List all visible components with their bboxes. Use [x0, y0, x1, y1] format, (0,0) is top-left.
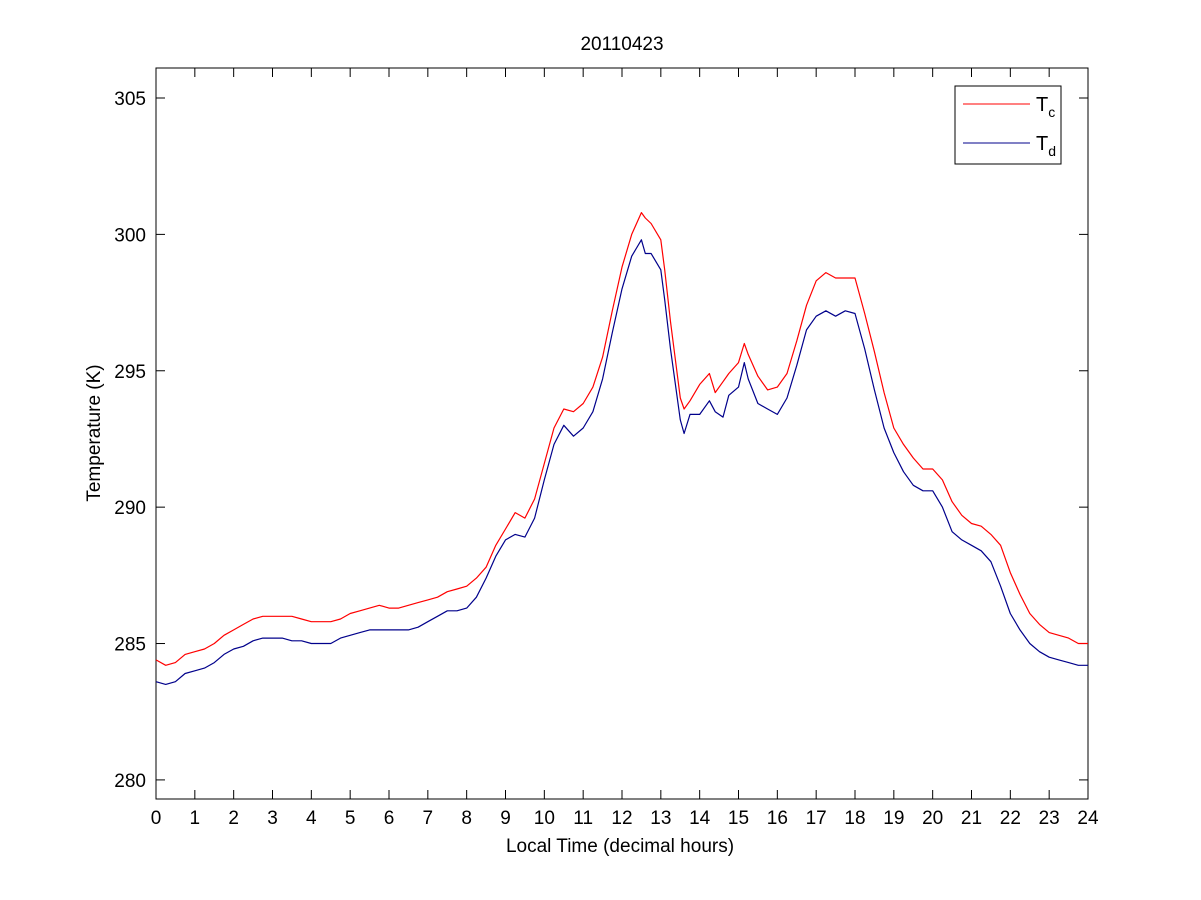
x-tick-label-12: 12: [611, 808, 632, 829]
legend-box: [954, 85, 1062, 165]
x-tick-label-5: 5: [345, 808, 356, 829]
x-tick-label-9: 9: [500, 808, 511, 829]
x-tick-label-0: 0: [151, 808, 162, 829]
x-tick-label-1: 1: [190, 808, 201, 829]
x-tick-label-6: 6: [384, 808, 395, 829]
chart-title: 20110423: [580, 34, 663, 55]
x-tick-label-15: 15: [728, 808, 749, 829]
x-tick-label-10: 10: [534, 808, 555, 829]
x-tick-label-7: 7: [423, 808, 434, 829]
y-tick-label-5: 305: [114, 89, 146, 110]
x-tick-label-3: 3: [267, 808, 278, 829]
y-tick-label-1: 285: [114, 635, 146, 656]
x-tick-label-4: 4: [306, 808, 317, 829]
x-tick-label-17: 17: [806, 808, 827, 829]
plot-area: [155, 67, 1089, 800]
x-tick-label-24: 24: [1077, 808, 1099, 829]
x-tick-label-23: 23: [1039, 808, 1060, 829]
y-tick-label-4: 300: [114, 225, 146, 246]
x-tick-label-18: 18: [844, 808, 865, 829]
y-tick-label-3: 295: [114, 362, 146, 383]
x-tick-label-14: 14: [689, 808, 711, 829]
x-tick-label-13: 13: [650, 808, 671, 829]
series-line-tc: [155, 212, 1088, 666]
x-tick-label-19: 19: [883, 808, 904, 829]
legend-label-td: Td: [1036, 133, 1056, 159]
y-tick-label-2: 290: [114, 498, 146, 519]
y-tick-label-0: 280: [114, 771, 146, 792]
x-axis: 0 1 2 3 4 5 6 7 8 9 10 11 12 13 14 15 16 17 18 19 20 21 22 23 24: [151, 68, 1099, 829]
x-tick-label-11: 11: [573, 808, 593, 829]
x-axis-title: Local Time (decimal hours): [506, 836, 734, 857]
x-tick-label-16: 16: [767, 808, 788, 829]
legend-label-tc: Tc: [1036, 94, 1055, 120]
y-axis: 280 285 290 295 300 305: [114, 89, 1088, 792]
x-tick-label-2: 2: [228, 808, 239, 829]
x-tick-label-20: 20: [922, 808, 943, 829]
legend: Tc Td: [954, 85, 1062, 165]
x-tick-label-8: 8: [461, 808, 472, 829]
x-tick-label-21: 21: [961, 808, 982, 829]
series-line-td: [155, 239, 1088, 686]
x-tick-label-22: 22: [1000, 808, 1021, 829]
y-axis-title: Temperature (K): [84, 364, 105, 501]
series-lines: [155, 212, 1088, 686]
